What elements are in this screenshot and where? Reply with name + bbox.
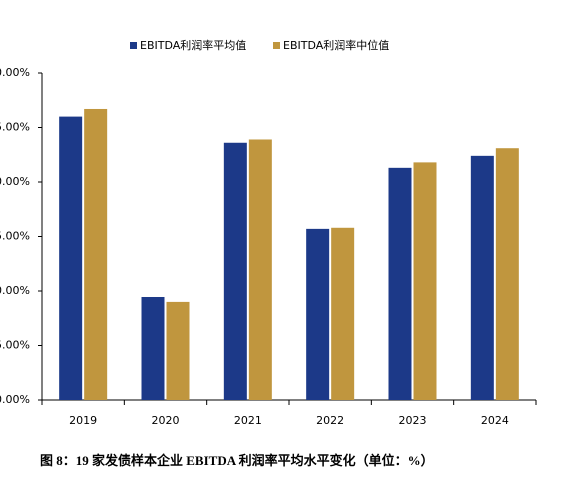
bar	[495, 148, 519, 400]
x-tick-label: 2021	[234, 414, 262, 427]
bar	[248, 139, 272, 401]
legend-label: EBITDA利润率中位值	[283, 38, 389, 52]
x-tick-label: 2020	[152, 414, 180, 427]
bar	[59, 116, 83, 400]
y-tick-label: 0.00%	[0, 393, 30, 406]
x-tick-label: 2022	[316, 414, 344, 427]
x-tick-label: 2024	[481, 414, 509, 427]
y-tick-label: 10.00%	[0, 284, 30, 297]
bar	[141, 296, 165, 400]
y-tick-label: 5.00%	[0, 339, 30, 352]
bar	[166, 301, 190, 400]
bar	[223, 142, 247, 400]
y-tick-label: 25.00%	[0, 121, 30, 134]
legend-swatch	[130, 42, 137, 49]
x-tick-label: 2019	[69, 414, 97, 427]
legend-label: EBITDA利润率平均值	[140, 38, 246, 52]
bar	[84, 108, 108, 400]
bar	[388, 167, 412, 400]
y-tick-label: 30.00%	[0, 66, 30, 79]
caption: 图 8：19 家发债样本企业 EBITDA 利润率平均水平变化（单位：%）	[40, 453, 434, 468]
legend-swatch	[273, 42, 280, 49]
x-tick-label: 2023	[399, 414, 427, 427]
bar	[306, 228, 330, 400]
y-tick-label: 20.00%	[0, 175, 30, 188]
bar	[331, 227, 355, 400]
y-tick-label: 15.00%	[0, 230, 30, 243]
bar	[470, 155, 494, 400]
bar	[413, 162, 437, 400]
